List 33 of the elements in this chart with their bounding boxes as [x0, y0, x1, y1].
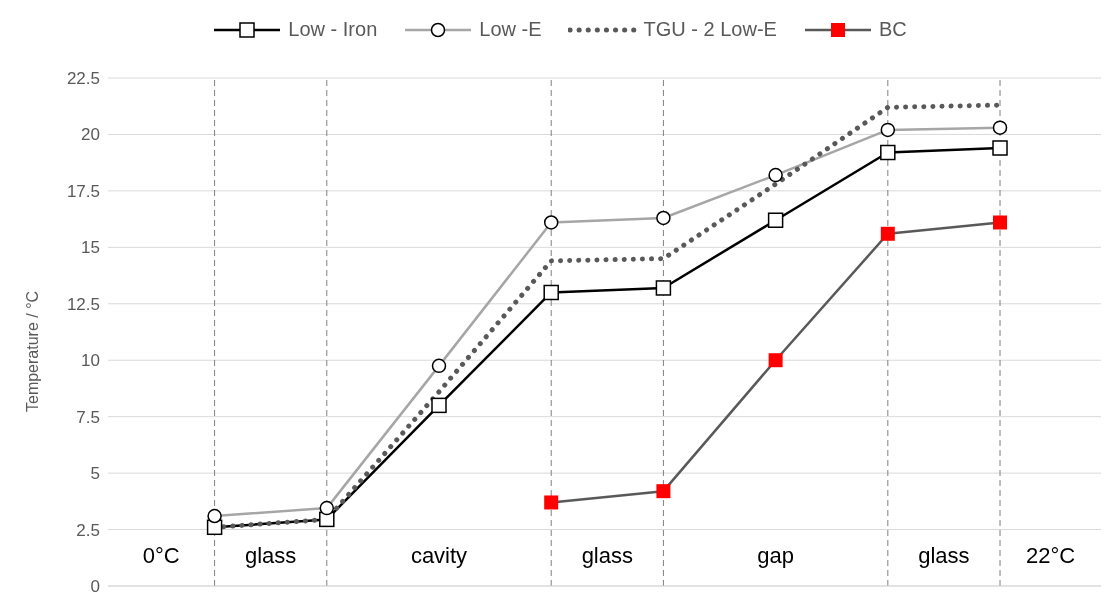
- y-tick-label: 7.5: [76, 407, 100, 427]
- y-tick-label: 12.5: [66, 294, 100, 314]
- y-tick-label: 2.5: [76, 520, 100, 540]
- point: [655, 280, 672, 296]
- point: [992, 140, 1008, 156]
- point: [544, 495, 559, 510]
- legend-label: Low -E: [479, 18, 542, 41]
- annotation: gap: [757, 543, 794, 569]
- legend-label: TGU - 2 Low-E: [643, 18, 777, 41]
- annotation: 22°C: [1025, 543, 1076, 569]
- point: [656, 484, 671, 499]
- y-tick-label: 22.5: [66, 69, 100, 89]
- annotation: cavity: [410, 543, 468, 569]
- y-tick-label: 5: [90, 464, 100, 484]
- y-tick-label: 0: [90, 577, 100, 597]
- y-tick-label: 17.5: [66, 181, 100, 201]
- annotation: 0°C: [142, 543, 180, 569]
- legend-label: Low - Iron: [288, 18, 378, 41]
- point: [543, 284, 559, 301]
- point: [768, 353, 783, 368]
- point: [993, 215, 1008, 230]
- y-tick-label: 15: [81, 238, 100, 258]
- point: [767, 212, 784, 228]
- y-tick-label: 10: [81, 351, 100, 371]
- point: [880, 226, 895, 241]
- y-axis-title: Temperature / °C: [23, 290, 41, 412]
- y-tick-label: 20: [81, 125, 100, 145]
- annotation: glass: [918, 543, 970, 569]
- point: [880, 144, 896, 161]
- annotation: glass: [245, 543, 297, 569]
- legend-label: BC: [878, 18, 907, 41]
- annotation: glass: [581, 543, 633, 569]
- point: [431, 397, 447, 414]
